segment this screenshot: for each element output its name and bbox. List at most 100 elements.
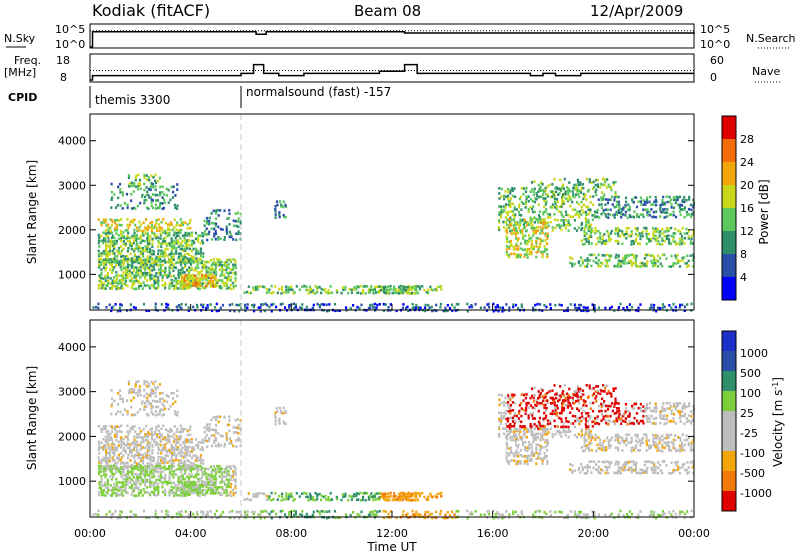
velocity-cell	[142, 446, 144, 449]
power-cell	[554, 203, 556, 206]
velocity-cell	[581, 434, 583, 437]
velocity-cell	[208, 468, 210, 471]
power-cell	[160, 266, 162, 269]
power-cell	[168, 287, 170, 290]
velocity-cell	[164, 459, 166, 462]
velocity-cell	[219, 416, 221, 419]
velocity-cell	[177, 476, 179, 479]
velocity-cell	[127, 433, 129, 436]
power-cell	[169, 199, 171, 202]
power-cell	[210, 303, 212, 306]
power-cell	[532, 205, 534, 208]
velocity-cell	[129, 476, 131, 479]
power-cell	[199, 288, 201, 291]
velocity-cell	[571, 469, 573, 472]
power-cell	[172, 191, 174, 194]
power-cell	[357, 292, 359, 295]
velocity-cell	[404, 496, 406, 499]
velocity-cell	[217, 492, 219, 495]
power-cell	[316, 291, 318, 294]
velocity-cell	[250, 499, 252, 502]
power-cell	[167, 304, 169, 307]
velocity-cell	[171, 474, 173, 477]
velocity-cell	[579, 417, 581, 420]
power-cell	[138, 237, 140, 240]
velocity-cell	[148, 467, 150, 470]
power-cell	[564, 178, 566, 181]
power-cell	[627, 204, 629, 207]
power-cell	[107, 227, 109, 230]
velocity-cell	[122, 454, 124, 457]
power-cell	[565, 214, 567, 217]
power-cell	[509, 192, 511, 195]
velocity-cell	[508, 425, 510, 428]
velocity-cell	[275, 423, 277, 426]
power-cell	[98, 242, 100, 245]
power-cell	[510, 222, 512, 225]
velocity-cell	[148, 447, 150, 450]
power-cell	[677, 242, 679, 245]
velocity-cell	[160, 444, 162, 447]
velocity-cell	[186, 451, 188, 454]
power-cell	[253, 304, 255, 307]
power-cell	[668, 238, 670, 241]
power-cell	[103, 264, 105, 267]
velocity-cell	[205, 492, 207, 495]
power-cell	[127, 240, 129, 243]
power-cell	[584, 243, 586, 246]
power-cell	[113, 193, 115, 196]
velocity-cell	[133, 391, 135, 394]
power-cell	[167, 261, 169, 264]
velocity-cell	[206, 476, 208, 479]
power-cell	[257, 286, 259, 289]
velocity-cell	[526, 450, 528, 453]
velocity-cell	[513, 425, 515, 428]
velocity-cell	[154, 431, 156, 434]
power-cell	[197, 266, 199, 269]
velocity-cell	[116, 468, 118, 471]
velocity-cell	[120, 436, 122, 439]
velocity-cell	[506, 452, 508, 455]
cpid-segment-1: themis 3300	[95, 93, 170, 107]
power-cell	[631, 262, 633, 265]
power-cell	[515, 237, 517, 240]
velocity-cell	[263, 493, 265, 496]
velocity-cell	[320, 499, 322, 502]
velocity-cell	[186, 454, 188, 457]
velocity-cell	[544, 452, 546, 455]
velocity-cell	[506, 444, 508, 447]
velocity-cell	[525, 409, 527, 412]
velocity-cell	[135, 392, 137, 395]
power-cell	[507, 195, 509, 198]
power-cell	[627, 217, 629, 220]
velocity-cell	[589, 466, 591, 469]
velocity-cell	[184, 428, 186, 431]
power-cell	[129, 224, 131, 227]
power-cell	[586, 232, 588, 235]
power-cell	[278, 288, 280, 291]
power-cell	[583, 230, 585, 233]
velocity-cell	[520, 454, 522, 457]
power-cell	[411, 292, 413, 295]
power-cell	[301, 307, 303, 310]
velocity-cell	[195, 459, 197, 462]
power-cell	[142, 240, 144, 243]
velocity-cell	[592, 410, 594, 413]
power-cell	[587, 213, 589, 216]
power-cell	[146, 264, 148, 267]
power-cell	[675, 306, 677, 309]
velocity-cell	[288, 493, 290, 496]
power-cell	[544, 197, 546, 200]
power-cell	[168, 269, 170, 272]
power-cell	[224, 236, 226, 239]
power-cell	[110, 230, 112, 233]
velocity-cell	[387, 499, 389, 502]
power-cell	[321, 303, 323, 306]
power-cell	[182, 240, 184, 243]
velocity-cell	[223, 475, 225, 478]
power-cell	[133, 190, 135, 193]
power-cell	[221, 261, 223, 264]
power-cell	[585, 211, 587, 214]
velocity-cell	[567, 399, 569, 402]
power-cell	[305, 286, 307, 289]
